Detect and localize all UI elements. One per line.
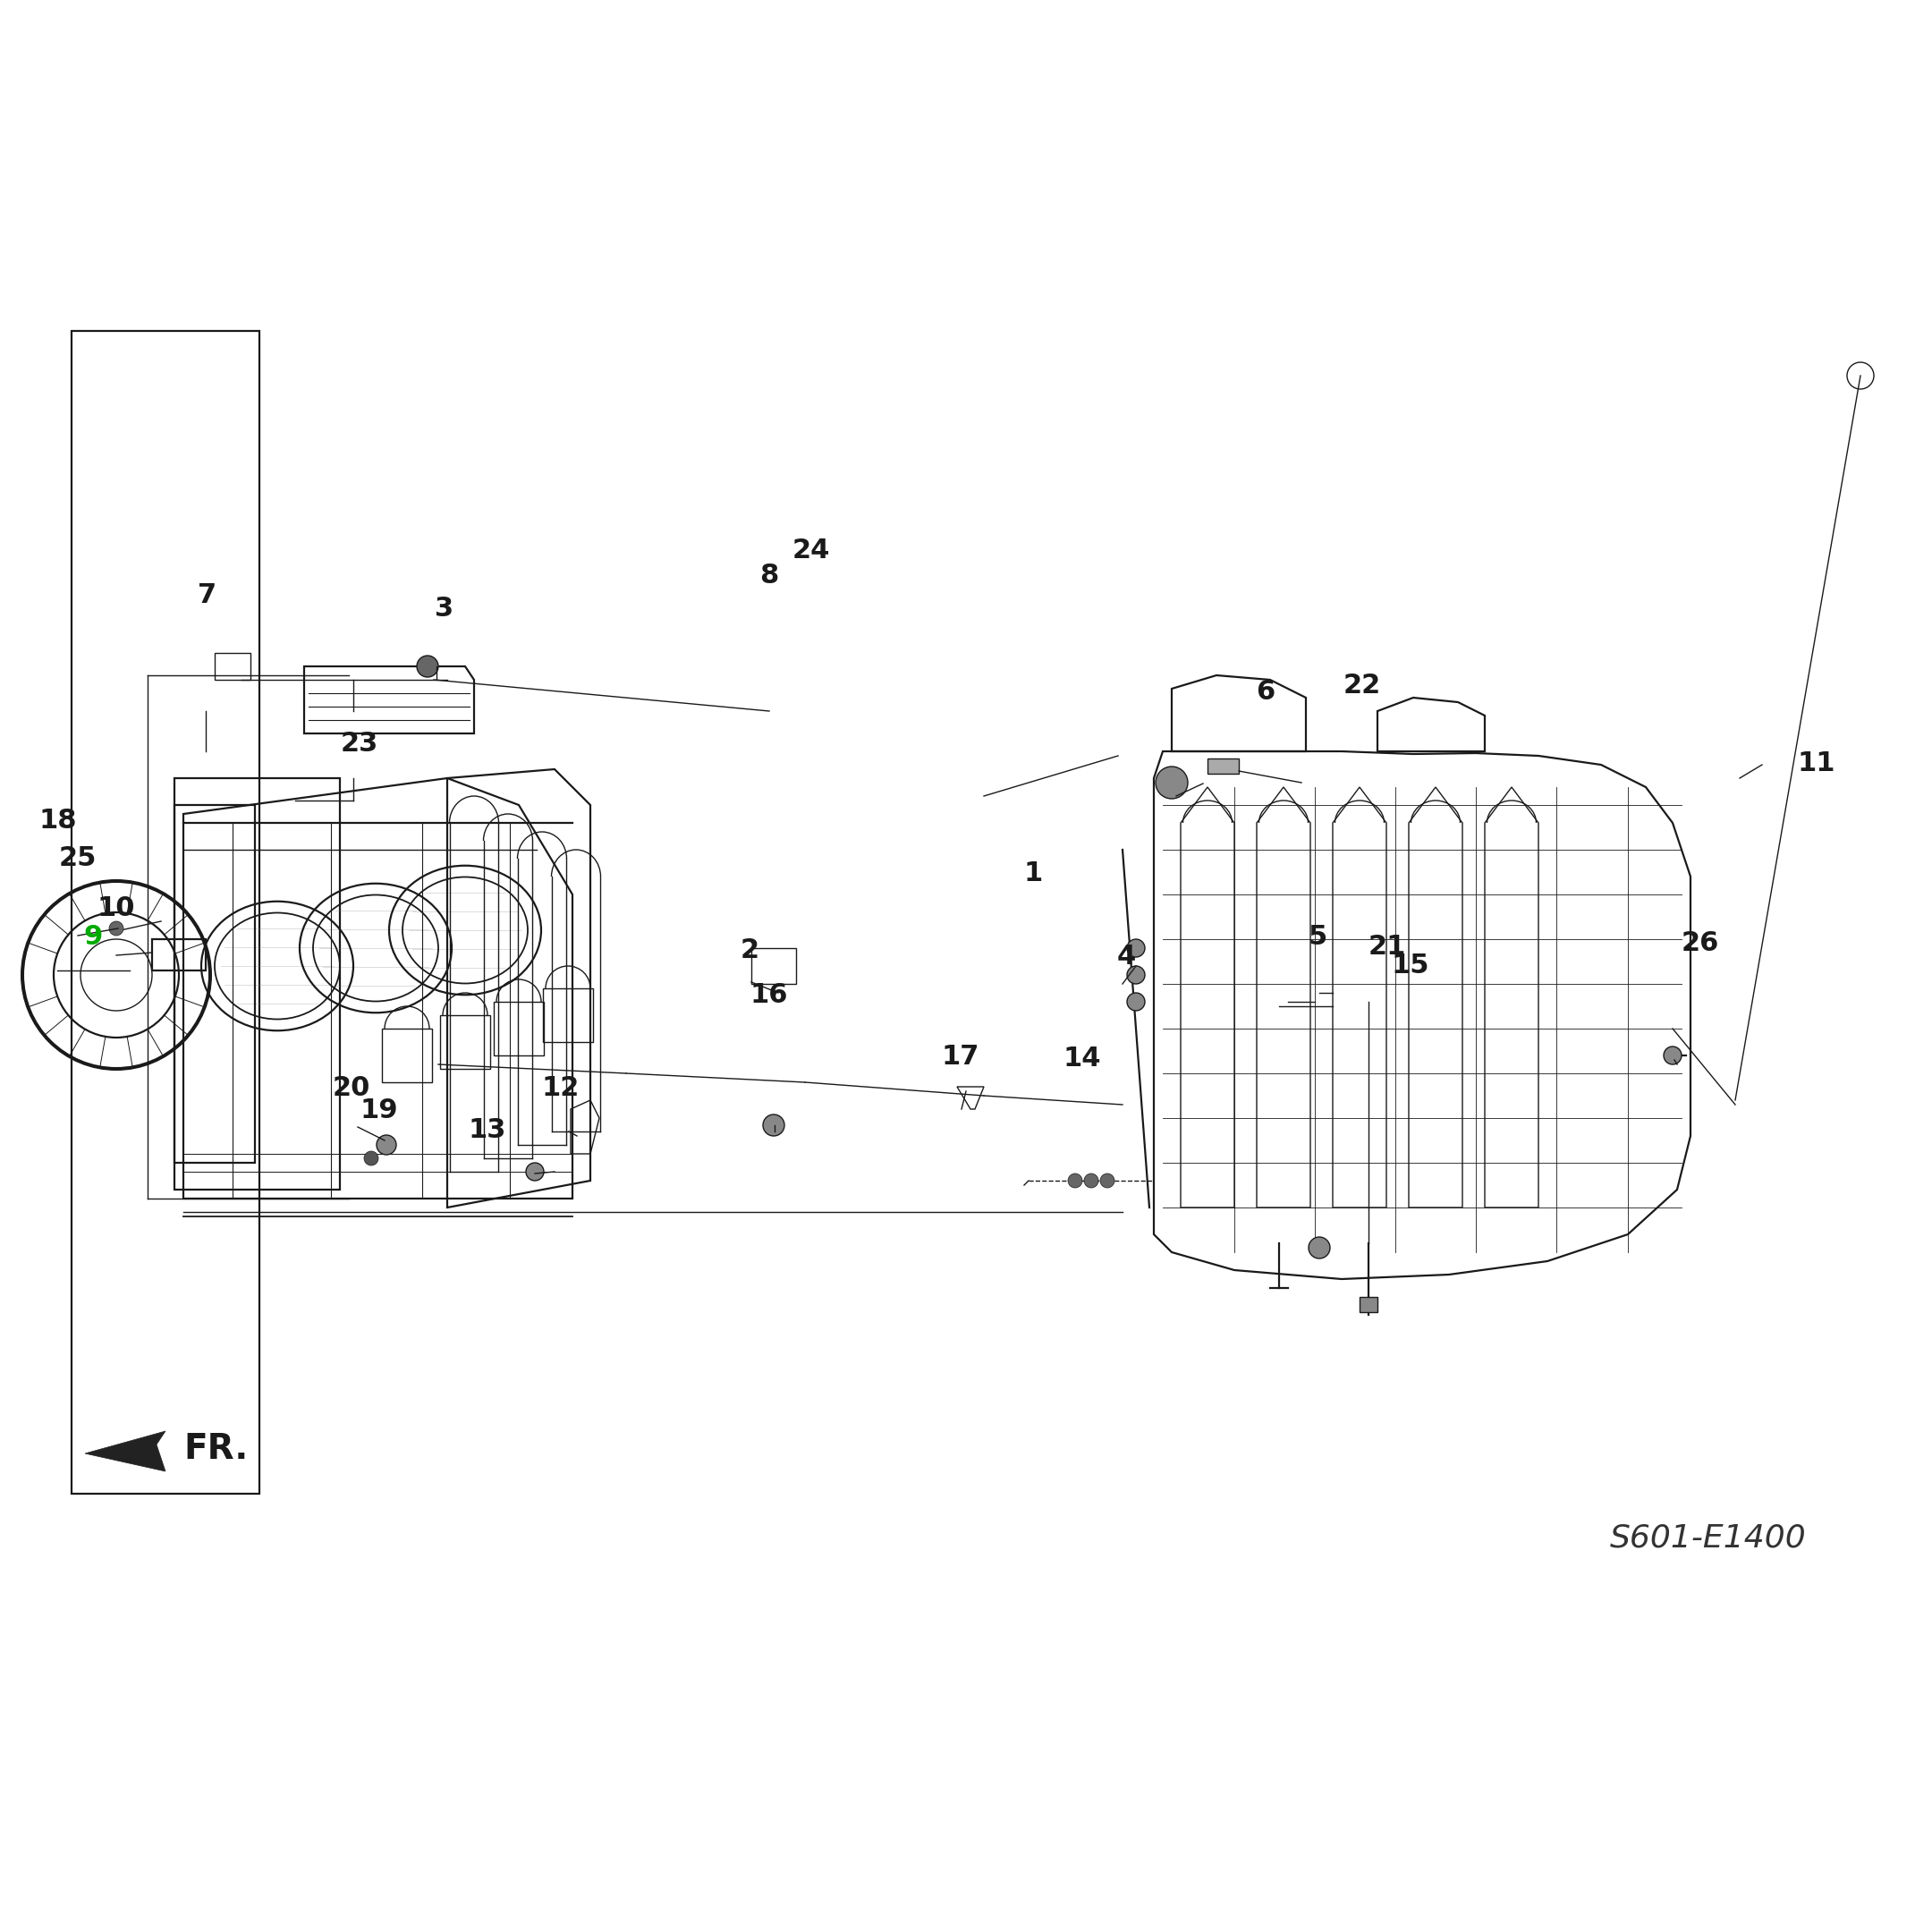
Text: 15: 15 [1391,952,1430,980]
Circle shape [1663,1047,1681,1065]
Polygon shape [1360,1296,1378,1312]
Circle shape [1099,1173,1115,1188]
Text: 21: 21 [1368,933,1406,960]
Circle shape [1126,966,1146,983]
Text: 13: 13 [468,1117,506,1144]
Polygon shape [1208,759,1238,773]
Text: FR.: FR. [184,1432,247,1466]
Text: 26: 26 [1681,929,1719,956]
Circle shape [1126,993,1146,1010]
Text: 2: 2 [740,937,759,964]
Text: 4: 4 [1117,943,1136,970]
Text: 24: 24 [792,537,831,564]
Circle shape [1126,939,1146,956]
Text: 7: 7 [197,582,216,609]
Circle shape [1155,767,1188,798]
Circle shape [1084,1173,1099,1188]
Text: 8: 8 [759,562,779,589]
Circle shape [763,1115,784,1136]
Polygon shape [85,1432,166,1472]
Text: 11: 11 [1797,750,1835,777]
Text: 17: 17 [941,1043,980,1070]
Circle shape [1308,1236,1329,1258]
Circle shape [377,1134,396,1155]
Circle shape [417,655,439,676]
Text: 16: 16 [750,981,788,1009]
Text: 9: 9 [83,923,102,951]
Text: 19: 19 [359,1097,398,1124]
Text: 20: 20 [332,1074,371,1101]
Text: 3: 3 [435,595,454,622]
Text: 25: 25 [58,844,97,871]
Text: 12: 12 [541,1074,580,1101]
Text: 5: 5 [1308,923,1327,951]
Text: 18: 18 [39,808,77,835]
Text: 1: 1 [1024,860,1043,887]
Circle shape [1068,1173,1082,1188]
Text: 23: 23 [340,730,379,757]
Text: S601-E1400: S601-E1400 [1609,1522,1806,1553]
Text: 10: 10 [97,895,135,922]
Circle shape [108,922,124,935]
Circle shape [363,1151,379,1165]
Text: 6: 6 [1256,678,1275,705]
Text: 14: 14 [1063,1045,1101,1072]
Circle shape [526,1163,543,1180]
Text: 22: 22 [1343,672,1381,699]
